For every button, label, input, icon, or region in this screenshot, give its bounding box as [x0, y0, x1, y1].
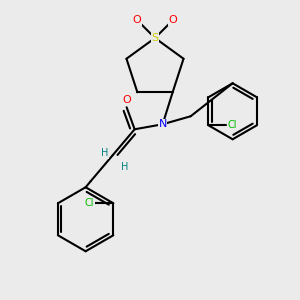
Text: S: S [152, 33, 159, 43]
Text: O: O [133, 15, 141, 25]
Text: Cl: Cl [85, 198, 94, 208]
Text: H: H [101, 148, 108, 158]
Text: Cl: Cl [228, 120, 237, 130]
Text: N: N [158, 119, 167, 129]
Text: O: O [122, 95, 131, 105]
Text: O: O [169, 15, 177, 25]
Text: H: H [121, 162, 128, 172]
